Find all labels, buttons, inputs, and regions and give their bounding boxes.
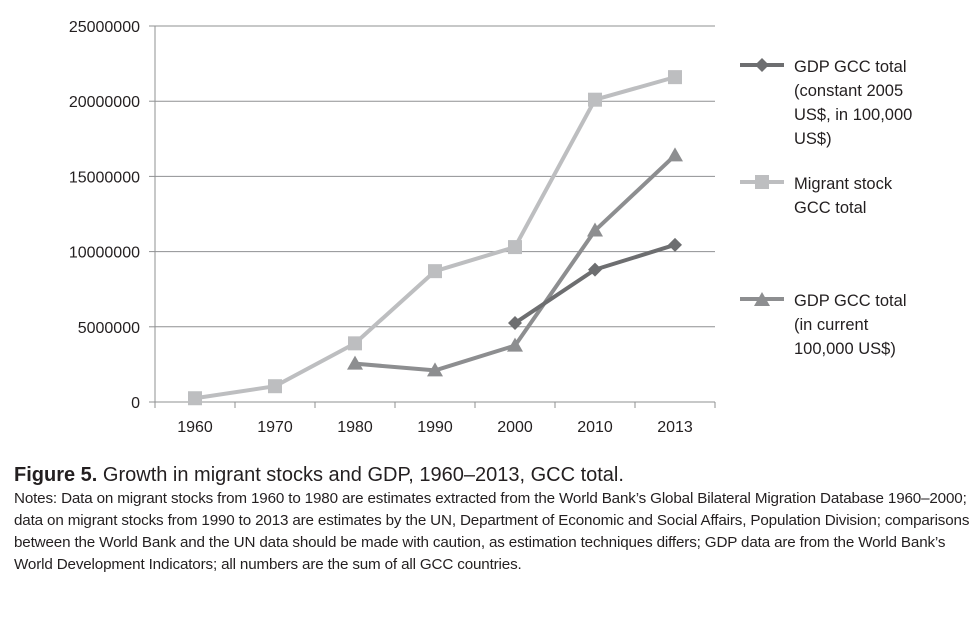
figure-title: Growth in migrant stocks and GDP, 1960–2…: [97, 464, 624, 486]
y-tick-label: 0: [131, 395, 140, 412]
data-point: [347, 355, 363, 370]
data-point: [188, 391, 202, 406]
triangle-marker-icon: [740, 292, 784, 306]
x-tick-label: 1990: [417, 419, 453, 436]
square-marker-icon: [740, 175, 784, 189]
series-line: [194, 75, 676, 401]
y-tick-label: 25000000: [69, 19, 140, 36]
data-point: [427, 362, 443, 377]
legend-label: GDP GCC total (constant 2005 US$, in 100…: [794, 58, 913, 148]
series-diamond: [508, 237, 682, 331]
x-tick-labels: 1960 1970 1980 1990 2000 2010 2013: [177, 419, 693, 436]
axes: [149, 25, 716, 408]
data-point: [508, 240, 522, 255]
gridlines: [155, 25, 715, 328]
data-point: [587, 222, 603, 237]
data-point: [508, 316, 522, 331]
data-point: [268, 379, 282, 394]
x-tick-label: 1970: [257, 419, 293, 436]
data-point: [667, 147, 683, 162]
y-tick-label: 15000000: [69, 169, 140, 186]
y-tick-labels: 0 5000000 10000000 15000000 20000000 25000000: [69, 19, 140, 412]
y-tick-label: 5000000: [78, 320, 140, 337]
data-point: [428, 264, 442, 279]
figure-caption: Figure 5. Growth in migrant stocks and G…: [14, 462, 974, 576]
data-point: [668, 237, 682, 252]
legend-label: GDP GCC total (in current 100,000 US$): [794, 292, 907, 358]
x-tick-label: 2010: [577, 419, 613, 436]
y-tick-label: 10000000: [69, 245, 140, 262]
x-tick-label: 1980: [337, 419, 373, 436]
diamond-marker-icon: [740, 58, 784, 72]
data-point: [668, 70, 682, 85]
data-point: [588, 262, 602, 277]
figure-label: Figure 5.: [14, 464, 98, 486]
series-triangle: [347, 147, 683, 377]
x-tick-label: 2000: [497, 419, 533, 436]
data-point: [348, 336, 362, 351]
x-tick-label: 1960: [177, 419, 213, 436]
y-tick-label: 20000000: [69, 94, 140, 111]
data-point: [507, 337, 523, 352]
data-point: [588, 92, 602, 107]
x-tick-label: 2013: [657, 419, 693, 436]
caption-title-line: Figure 5. Growth in migrant stocks and G…: [14, 462, 974, 488]
series: [188, 70, 683, 406]
legend-label: Migrant stock GCC total: [794, 175, 893, 217]
figure-notes: Notes: Data on migrant stocks from 1960 …: [14, 490, 970, 573]
chart: 0 5000000 10000000 15000000 20000000 25000000…: [69, 19, 716, 436]
series-square: [188, 70, 682, 406]
